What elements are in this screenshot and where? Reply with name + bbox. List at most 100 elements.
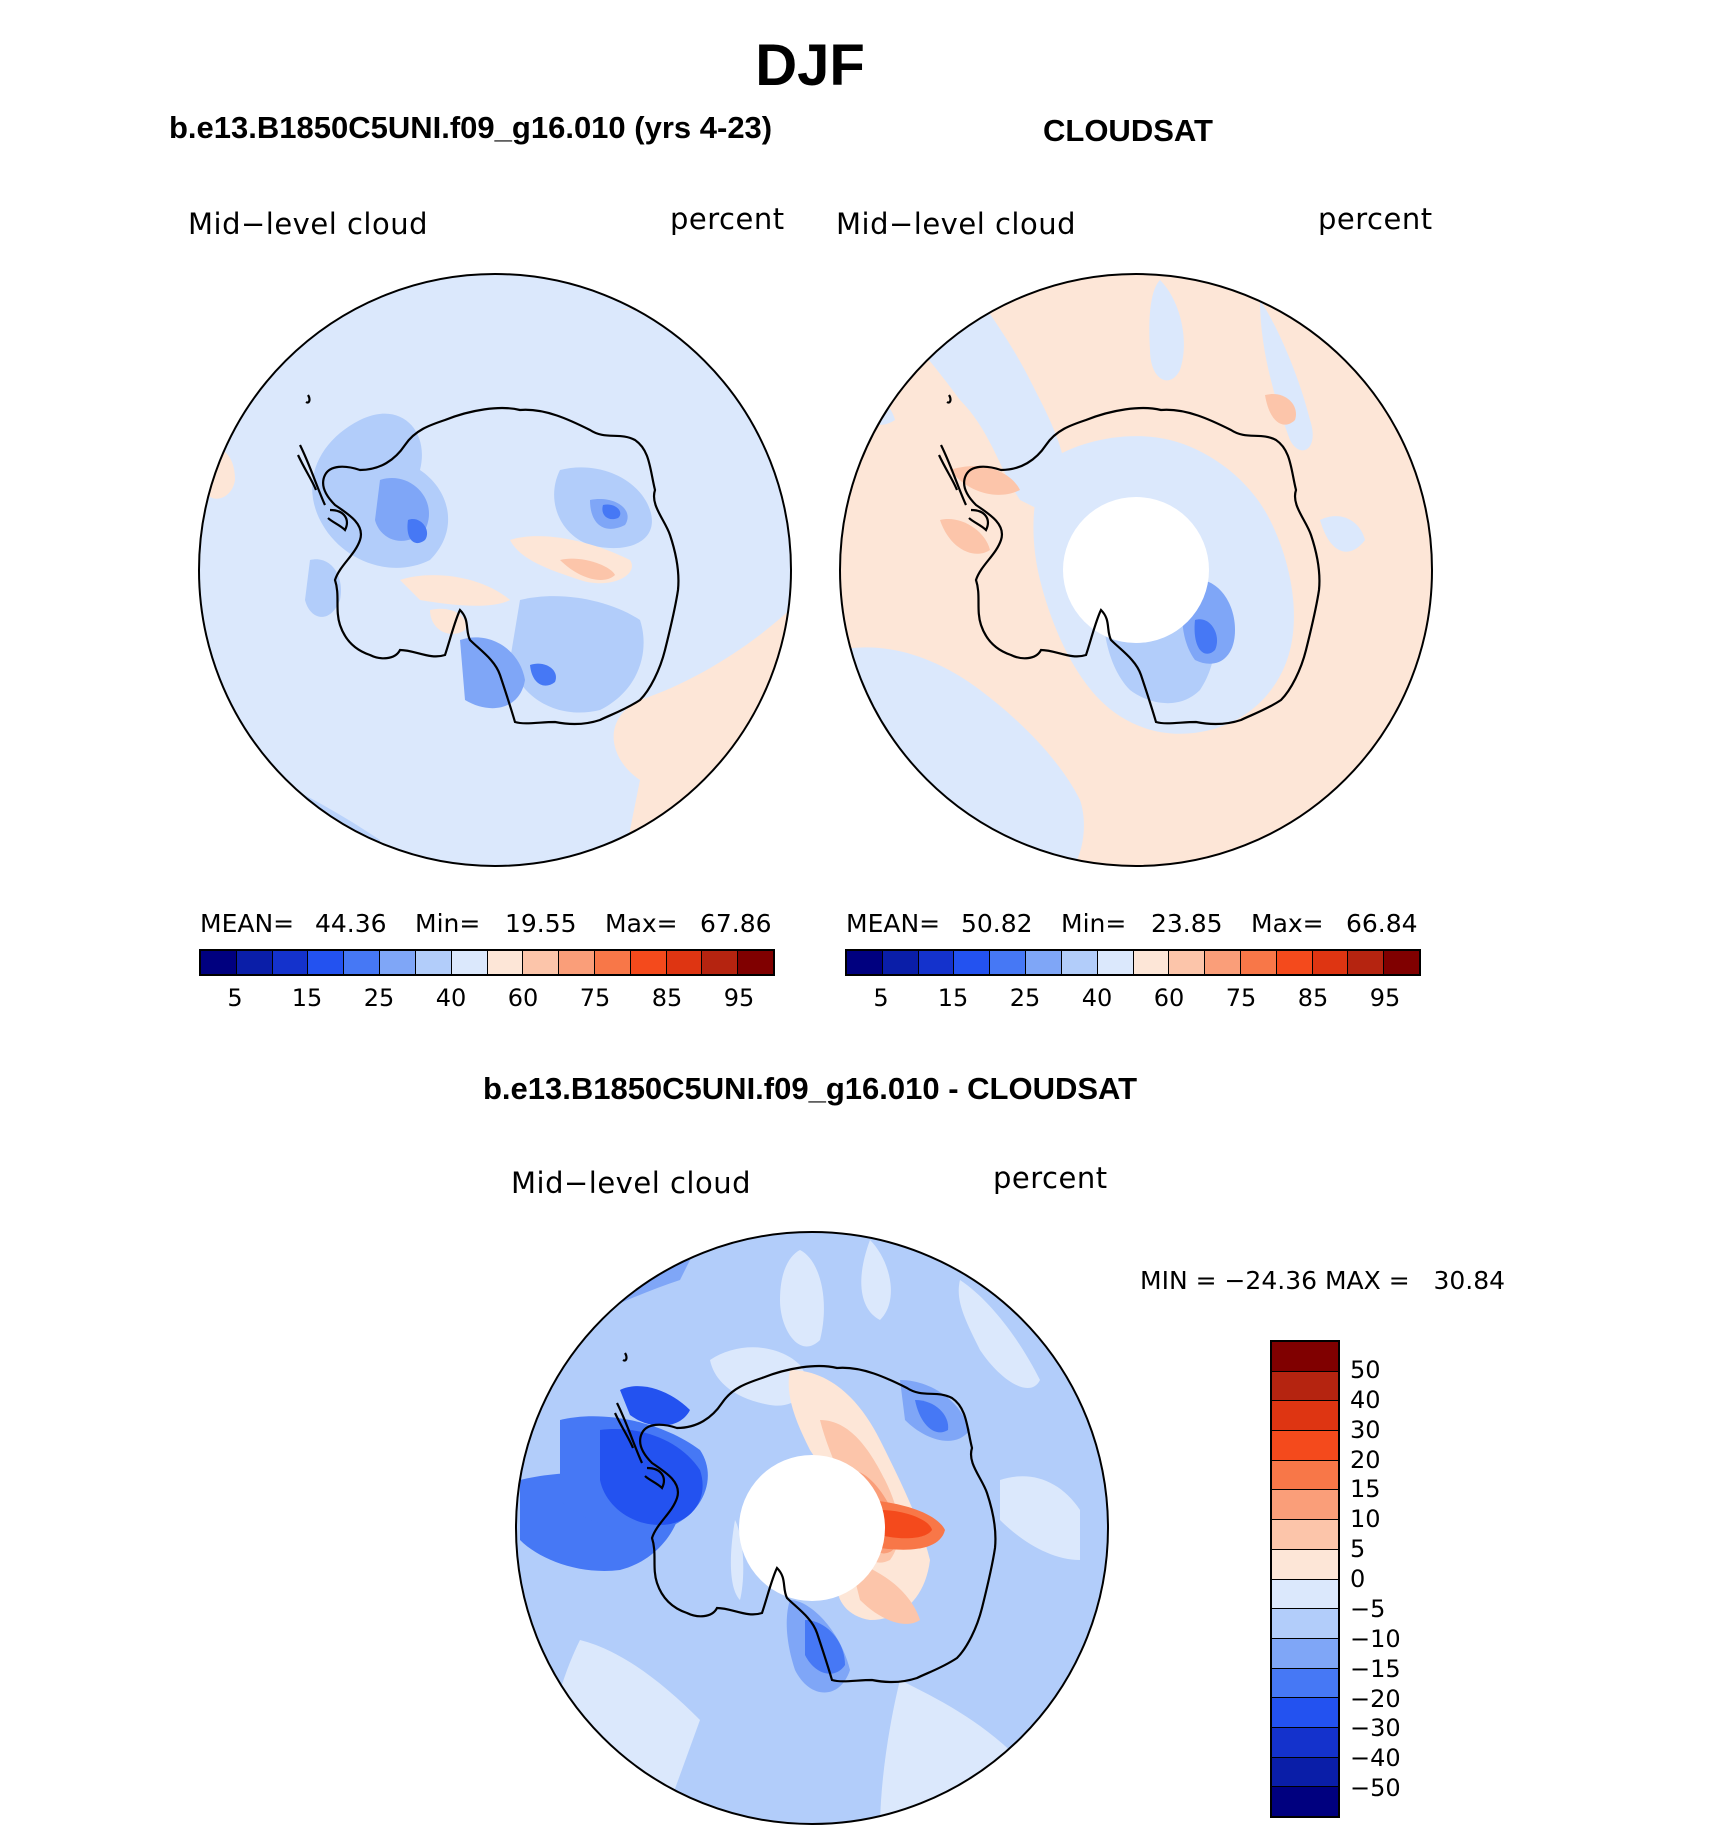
colorbar-swatch: [738, 951, 773, 974]
colorbar-swatch: [1272, 1727, 1338, 1758]
colorbar-swatch: [1026, 951, 1062, 974]
model-variable-label: Mid−level cloud: [188, 207, 428, 241]
obs-panel-title: CLOUDSAT: [1043, 113, 1213, 148]
colorbar-swatch: [666, 951, 703, 974]
colorbar-tick-label: 75: [1225, 984, 1257, 1012]
colorbar-swatch: [1312, 951, 1349, 974]
model-units-label: percent: [670, 202, 785, 236]
obs-variable-label: Mid−level cloud: [836, 207, 1076, 241]
colorbar-tick-label: 20: [1350, 1445, 1381, 1474]
model-colorbar: [199, 949, 775, 976]
colorbar-swatch: [1133, 951, 1170, 974]
colorbar-swatch: [1272, 1698, 1338, 1728]
diff-panel-title: b.e13.B1850C5UNI.f09_g16.010 - CLOUDSAT: [482, 1071, 1138, 1106]
colorbar-tick-label: 85: [1297, 984, 1329, 1012]
obs-max-value: 66.84: [1346, 909, 1418, 938]
colorbar-tick-label: −10: [1350, 1624, 1401, 1653]
obs-colorbar: [845, 949, 1421, 976]
colorbar-tick-label: 40: [435, 984, 467, 1012]
colorbar-tick-label: −30: [1350, 1714, 1401, 1743]
colorbar-swatch: [594, 951, 631, 974]
colorbar-swatch: [990, 951, 1027, 974]
colorbar-swatch: [882, 951, 919, 974]
colorbar-tick-label: 40: [1081, 984, 1113, 1012]
obs-max-label: Max=: [1251, 909, 1324, 938]
diff-variable-label: Mid−level cloud: [511, 1166, 751, 1200]
colorbar-swatch: [1276, 951, 1313, 974]
colorbar-tick-label: 5: [873, 984, 889, 1012]
colorbar-tick-label: 15: [1350, 1475, 1381, 1504]
model-mean-label: MEAN=: [200, 909, 295, 938]
colorbar-tick-label: 60: [1153, 984, 1185, 1012]
colorbar-tick-label: 75: [579, 984, 611, 1012]
colorbar-swatch: [1097, 951, 1134, 974]
colorbar-swatch: [1272, 1371, 1338, 1402]
colorbar-swatch: [954, 951, 991, 974]
colorbar-swatch: [1272, 1460, 1338, 1491]
diff-colorbar: [1270, 1340, 1340, 1818]
colorbar-tick-label: 25: [1009, 984, 1041, 1012]
model-max-value: 67.86: [700, 909, 772, 938]
colorbar-tick-label: 5: [227, 984, 243, 1012]
colorbar-swatch: [1272, 1609, 1338, 1639]
colorbar-tick-label: 85: [651, 984, 683, 1012]
colorbar-tick-label: 0: [1350, 1565, 1366, 1593]
obs-mean-label: MEAN=: [846, 909, 941, 938]
diff-min-max-text: MIN = −24.36 MAX = 30.84: [1140, 1266, 1506, 1295]
obs-min-label: Min=: [1061, 909, 1127, 938]
model-min-label: Min=: [415, 909, 481, 938]
colorbar-tick-label: 60: [507, 984, 539, 1012]
model-panel-title: b.e13.B1850C5UNI.f09_g16.010 (yrs 4-23): [169, 110, 773, 145]
colorbar-swatch: [1272, 1638, 1338, 1669]
obs-units-label: percent: [1318, 202, 1433, 236]
colorbar-tick-label: 50: [1350, 1355, 1381, 1384]
colorbar-swatch: [1272, 1757, 1338, 1788]
colorbar-swatch: [236, 951, 273, 974]
colorbar-tick-label: 30: [1350, 1415, 1381, 1444]
colorbar-swatch: [344, 951, 381, 974]
colorbar-swatch: [523, 951, 560, 974]
colorbar-tick-label: −40: [1350, 1744, 1401, 1773]
colorbar-swatch: [308, 951, 345, 974]
colorbar-swatch: [1272, 1401, 1338, 1432]
colorbar-tick-label: 25: [363, 984, 395, 1012]
colorbar-tick-label: 95: [723, 984, 755, 1012]
colorbar-swatch: [1348, 951, 1385, 974]
colorbar-swatch: [1272, 1549, 1338, 1580]
colorbar-swatch: [1272, 1579, 1338, 1610]
colorbar-swatch: [380, 951, 416, 974]
colorbar-swatch: [415, 951, 452, 974]
colorbar-tick-label: −50: [1350, 1774, 1401, 1803]
colorbar-swatch: [702, 951, 739, 974]
colorbar-tick-label: −15: [1350, 1654, 1401, 1683]
colorbar-swatch: [1272, 1520, 1338, 1550]
colorbar-swatch: [1272, 1431, 1338, 1461]
colorbar-tick-label: 10: [1350, 1505, 1381, 1534]
colorbar-swatch: [1061, 951, 1098, 974]
colorbar-swatch: [272, 951, 309, 974]
colorbar-tick-label: 95: [1369, 984, 1401, 1012]
colorbar-tick-label: −5: [1350, 1594, 1386, 1623]
colorbar-tick-label: 5: [1350, 1535, 1366, 1564]
colorbar-swatch: [1384, 951, 1419, 974]
colorbar-swatch: [1272, 1668, 1338, 1699]
model-mean-value: 44.36: [315, 909, 387, 938]
colorbar-swatch: [1240, 951, 1277, 974]
colorbar-swatch: [487, 951, 524, 974]
colorbar-swatch: [1272, 1342, 1338, 1372]
colorbar-swatch: [559, 951, 595, 974]
diff-units-label: percent: [993, 1161, 1108, 1195]
main-title: DJF: [755, 33, 865, 98]
colorbar-swatch: [630, 951, 667, 974]
colorbar-swatch: [1272, 1787, 1338, 1816]
model-min-value: 19.55: [505, 909, 577, 938]
colorbar-tick-label: 15: [937, 984, 969, 1012]
colorbar-swatch: [1272, 1490, 1338, 1521]
colorbar-tick-label: 40: [1350, 1385, 1381, 1414]
colorbar-swatch: [451, 951, 488, 974]
colorbar-swatch: [847, 951, 883, 974]
colorbar-tick-label: 15: [291, 984, 323, 1012]
colorbar-swatch: [1169, 951, 1206, 974]
obs-mean-value: 50.82: [961, 909, 1033, 938]
colorbar-tick-label: −20: [1350, 1684, 1401, 1713]
